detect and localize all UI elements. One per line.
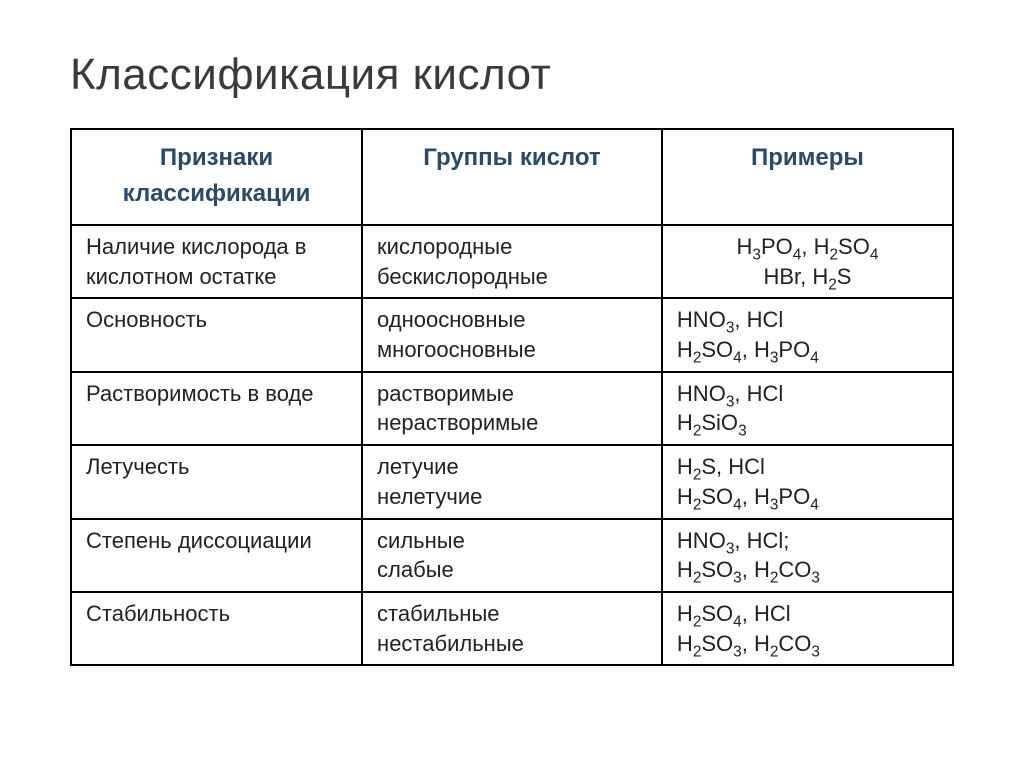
example-line: H2SO3, H2CO3 [677,555,942,585]
criterion-text: Наличие кислорода в кислотном остатке [72,226,361,297]
group-line: слабые [377,555,651,585]
example-line: HBr, H2S [669,262,946,292]
criterion-cell: Основность [71,298,362,371]
group-line: бескислородные [377,262,651,292]
criterion-cell: Наличие кислорода в кислотном остатке [71,225,362,298]
groups-cell: одноосновныемногоосновные [362,298,662,371]
criterion-text: Растворимость в воде [72,373,361,415]
group-line: одноосновные [377,305,651,335]
table-header-row: Признаки классификации Группы кислот При… [71,129,953,225]
example-line: H2SO4, H3PO4 [677,482,942,512]
criterion-cell: Степень диссоциации [71,519,362,592]
criterion-cell: Стабильность [71,592,362,665]
example-line: HNO3, HCl [677,305,942,335]
groups-cell: кислородныебескислородные [362,225,662,298]
table-row: ОсновностьодноосновныемногоосновныеHNO3,… [71,298,953,371]
example-line: H2SO4, HCl [677,599,942,629]
groups-cell: растворимыенерастворимые [362,372,662,445]
group-line: нерастворимые [377,408,651,438]
groups-cell: сильныеслабые [362,519,662,592]
criterion-text: Стабильность [72,593,361,635]
examples-cell: HNO3, HClH2SiO3 [662,372,953,445]
example-line: H3PO4, H2SO4 [669,232,946,262]
table-row: СтабильностьстабильныенестабильныеH2SO4,… [71,592,953,665]
examples-cell: H3PO4, H2SO4HBr, H2S [662,225,953,298]
examples-cell: H2S, HClH2SO4, H3PO4 [662,445,953,518]
group-line: кислородные [377,232,651,262]
slide-title: Классификация кислот [70,50,954,100]
example-line: H2SiO3 [677,408,942,438]
example-line: HNO3, HCl [677,379,942,409]
table-body: Наличие кислорода в кислотном остаткекис… [71,225,953,665]
col-header-groups: Группы кислот [362,129,662,225]
table-row: Растворимость в водерастворимыенераствор… [71,372,953,445]
criterion-text: Основность [72,299,361,341]
table-row: Наличие кислорода в кислотном остаткекис… [71,225,953,298]
table-row: ЛетучестьлетучиенелетучиеH2S, HClH2SO4, … [71,445,953,518]
groups-cell: стабильныенестабильные [362,592,662,665]
group-line: многоосновные [377,335,651,365]
example-line: H2S, HCl [677,452,942,482]
criterion-cell: Растворимость в воде [71,372,362,445]
group-line: летучие [377,452,651,482]
group-line: нелетучие [377,482,651,512]
table-row: Степень диссоциациисильныеслабыеHNO3, HC… [71,519,953,592]
group-line: растворимые [377,379,651,409]
examples-cell: HNO3, HClH2SO4, H3PO4 [662,298,953,371]
examples-cell: H2SO4, HClH2SO3, H2CO3 [662,592,953,665]
groups-cell: летучиенелетучие [362,445,662,518]
group-line: нестабильные [377,629,651,659]
examples-cell: HNO3, HCl;H2SO3, H2CO3 [662,519,953,592]
group-line: сильные [377,526,651,556]
classification-table: Признаки классификации Группы кислот При… [70,128,954,666]
group-line: стабильные [377,599,651,629]
criterion-cell: Летучесть [71,445,362,518]
criterion-text: Летучесть [72,446,361,488]
example-line: HNO3, HCl; [677,526,942,556]
col-header-criteria: Признаки классификации [71,129,362,225]
criterion-text: Степень диссоциации [72,520,361,562]
example-line: H2SO4, H3PO4 [677,335,942,365]
col-header-examples: Примеры [662,129,953,225]
example-line: H2SO3, H2CO3 [677,629,942,659]
